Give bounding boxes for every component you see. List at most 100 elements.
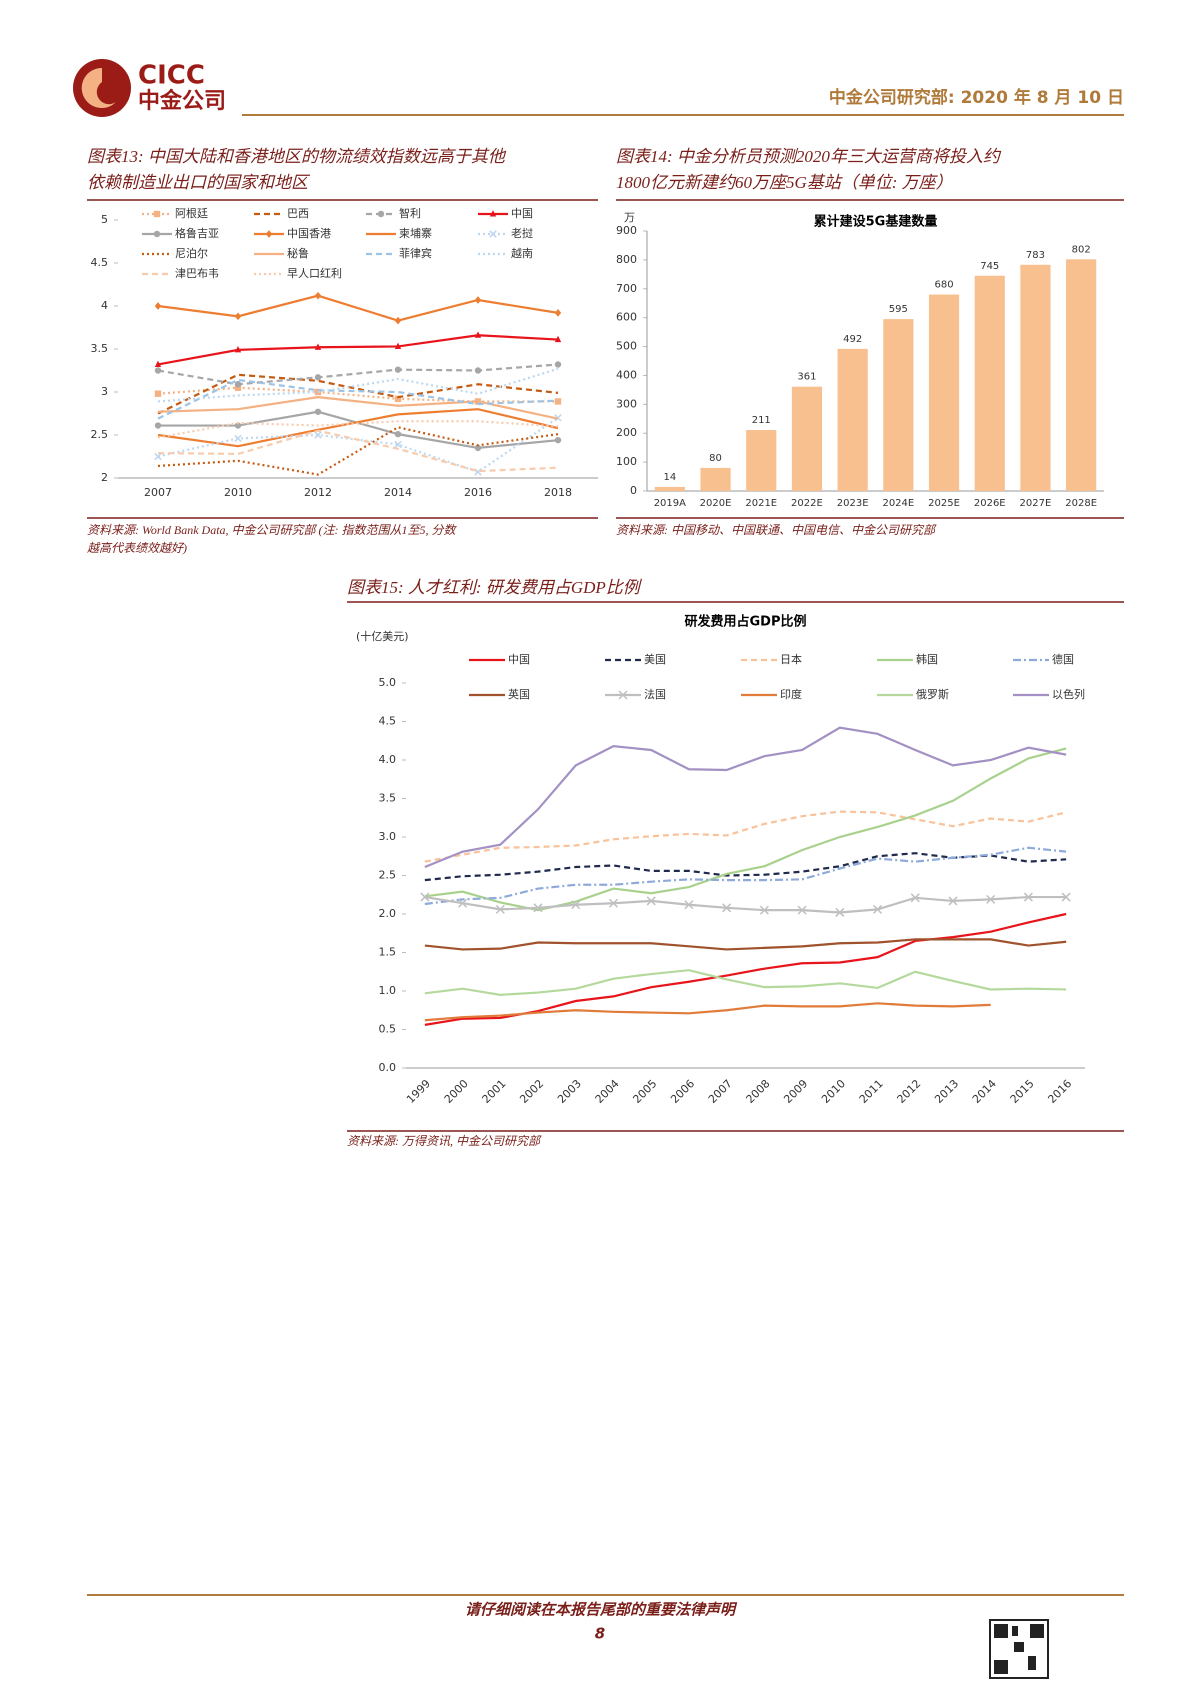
y-tick-label: 0.0 [379,1061,397,1074]
x-tick-label: 2008 [744,1077,773,1106]
chart: 图表14: 中金分析员预测2020年三大运营商将投入约 1800亿元新建约60万座… [616,147,1124,537]
point-marker [377,210,385,218]
point-marker [489,210,497,217]
qr-block [1030,1624,1044,1638]
x-tick-label: 2021E [745,498,777,509]
value-label: 745 [980,261,999,272]
logo-swirl [81,67,116,108]
x-tick-label: 2005 [630,1077,659,1106]
x-tick-label: 2028E [1065,498,1097,509]
bar [700,467,731,491]
point-marker [474,296,482,304]
value-label: 492 [843,334,862,345]
x-tick-label: 2014 [384,486,412,499]
legend-label: 越南 [511,246,533,260]
figure-caption: 图表15: 人才红利: 研发费用占GDP比例 [347,578,643,597]
point-marker [154,360,162,368]
point-marker [684,900,694,910]
legend-label: 美国 [644,653,666,666]
point-marker [910,893,920,903]
y-tick-label: 1.0 [379,984,397,997]
x-tick-label: 2018 [544,486,572,499]
value-label: 783 [1026,250,1045,261]
series-line [157,378,559,420]
legend-label: 秘鲁 [287,246,309,260]
legend-label: 格鲁吉亚 [175,226,219,240]
logo-en: CICC [138,61,205,91]
point-marker [797,905,807,915]
y-tick-label: 700 [616,282,637,295]
y-tick-label: 600 [616,311,637,324]
value-label: 680 [935,280,954,291]
x-tick-label: 2009 [781,1077,810,1106]
x-tick-label: 2012 [304,486,332,499]
legend-label: 老挝 [511,226,533,240]
bar [928,294,960,491]
legend-label: 日本 [780,652,802,666]
point-marker [154,302,162,310]
y-tick-label: 3 [101,385,108,398]
series-line [424,1002,991,1022]
legend-label: 印度 [780,687,802,701]
bar [974,275,1005,491]
legend-label: 中国 [508,653,530,666]
series-line [157,386,558,403]
page-number: 8 [595,1625,605,1643]
y-tick-label: 4 [101,299,108,312]
x-tick-label: 2016 [1045,1077,1074,1106]
value-label: 361 [797,372,816,383]
legend-label: 智利 [399,206,421,220]
x-tick-label: 2007 [706,1077,735,1106]
legend-label: 俄罗斯 [916,688,949,701]
source-note: 资料来源: 中国移动、中国联通、中国电信、中金公司研究部 [616,523,937,537]
series-line [157,334,559,366]
point-marker [314,374,322,381]
qr-block [1014,1642,1024,1652]
y-tick-label: 100 [616,455,637,468]
point-marker [474,367,482,374]
series-line [157,420,559,439]
point-marker [394,366,402,373]
point-marker [314,291,322,300]
x-tick-label: 2019A [654,498,686,509]
y-tick-label: 200 [616,426,637,439]
series-line [157,363,559,386]
series-line [424,938,1067,951]
y-tick-label: 300 [616,397,637,410]
point-marker [154,390,162,397]
point-marker [571,900,581,910]
series-line [157,294,559,322]
point-marker [554,335,562,343]
series-line [424,726,1067,869]
x-tick-label: 2003 [555,1077,584,1106]
point-marker [554,436,562,444]
y-tick-label: 0.5 [379,1023,397,1036]
x-tick-label: 2012 [895,1077,924,1106]
source-note: 越高代表绩效越好) [87,541,187,555]
x-tick-label: 2014 [970,1077,999,1106]
x-tick-label: 2020E [700,498,732,509]
point-marker [394,440,402,449]
figure-caption: 图表13: 中国大陆和香港地区的物流绩效指数远高于其他 [87,147,507,166]
bar [883,319,914,491]
y-tick-label: 3.5 [91,342,109,355]
point-marker [608,898,619,908]
point-marker [394,316,402,325]
bar [791,386,823,491]
point-marker [154,452,162,461]
point-marker [835,907,845,917]
series-line [157,429,559,473]
point-marker [394,430,402,438]
value-label: 80 [709,453,722,464]
x-tick-label: 2006 [668,1077,697,1106]
legend-label: 德国 [1052,652,1074,666]
point-marker [234,312,242,321]
legend-label: 津巴布韦 [175,267,219,280]
source-note: 资料来源: World Bank Data, 中金公司研究部 (注: 指数范围从… [87,523,458,537]
series-line [157,373,559,415]
point-marker [533,903,543,913]
point-marker [872,904,883,914]
point-marker [265,230,273,238]
qr-block [994,1624,1008,1638]
